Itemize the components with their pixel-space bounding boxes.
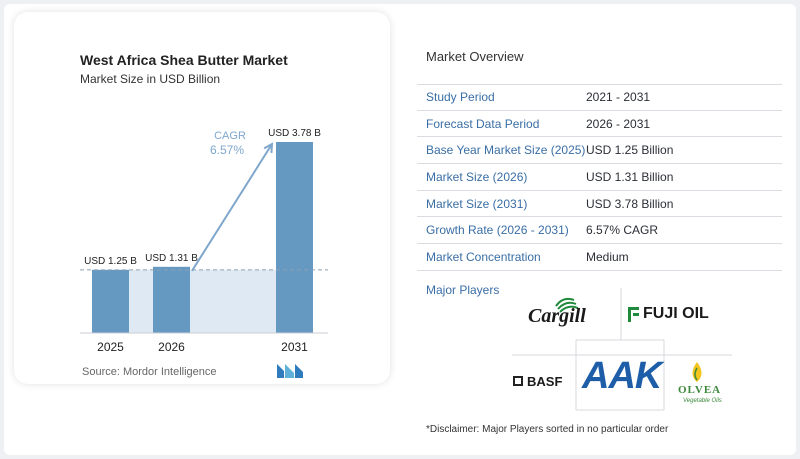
overview-row-value: 2021 - 2031 bbox=[586, 90, 651, 105]
cagr-value: 6.57% bbox=[210, 143, 244, 157]
overview-row: Study Period 2021 - 2031 bbox=[417, 84, 782, 111]
fuji-oil-logo: FUJI OIL bbox=[643, 305, 709, 322]
overview-row: Market Concentration Medium bbox=[417, 244, 782, 271]
source-note: Source: Mordor Intelligence bbox=[82, 366, 217, 378]
overview-row-label: Market Concentration bbox=[426, 249, 541, 264]
overview-row-value: USD 1.25 Billion bbox=[586, 143, 674, 158]
overview-row-value: USD 3.78 Billion bbox=[586, 196, 674, 211]
overview-row: Market Size (2031) USD 3.78 Billion bbox=[417, 191, 782, 218]
basf-logo: BASF bbox=[527, 374, 563, 389]
overview-row-label: Forecast Data Period bbox=[426, 116, 540, 131]
overview-row-value: 6.57% CAGR bbox=[586, 223, 659, 238]
chart-subtitle: Market Size in USD Billion bbox=[80, 72, 221, 86]
overview-title: Market Overview bbox=[426, 49, 524, 64]
mordor-logo-icon bbox=[277, 364, 303, 378]
data-label-2026: USD 1.31 B bbox=[145, 253, 198, 264]
cargill-logo: Cargill bbox=[528, 305, 586, 327]
chart-title: West Africa Shea Butter Market bbox=[80, 52, 288, 68]
overview-row-label: Growth Rate (2026 - 2031) bbox=[426, 223, 569, 238]
major-players-label: Major Players bbox=[426, 283, 500, 297]
cagr-arrowhead bbox=[263, 142, 274, 154]
growth-shade-area bbox=[129, 269, 276, 333]
overview-row-label: Market Size (2031) bbox=[426, 196, 528, 211]
bar-2026 bbox=[153, 266, 190, 333]
bar-2031 bbox=[276, 142, 313, 333]
olvea-tagline: Vegetable Oils bbox=[683, 398, 722, 404]
overview-row-label: Market Size (2026) bbox=[426, 169, 528, 184]
overview-row: Base Year Market Size (2025) USD 1.25 Bi… bbox=[417, 137, 782, 165]
overview-row: Market Size (2026) USD 1.31 Billion bbox=[417, 164, 782, 191]
x-tick-2026: 2026 bbox=[158, 340, 185, 354]
cagr-label: CAGR bbox=[214, 130, 246, 142]
data-label-2031: USD 3.78 B bbox=[268, 128, 321, 139]
bar-chart: USD 1.25 B USD 1.31 B USD 3.78 B 2025 2026 2… bbox=[80, 128, 328, 354]
overview-table: Study Period 2021 - 2031 Forecast Data P… bbox=[417, 84, 782, 271]
overview-row-label: Study Period bbox=[426, 90, 495, 105]
overview-row-value: USD 1.31 Billion bbox=[586, 169, 674, 184]
bar-2025 bbox=[92, 269, 129, 333]
cagr-arrow bbox=[191, 143, 273, 272]
x-tick-2025: 2025 bbox=[97, 340, 124, 354]
overview-row: Forecast Data Period 2026 - 2031 bbox=[417, 111, 782, 138]
x-tick-2031: 2031 bbox=[281, 340, 308, 354]
aak-logo: AAK bbox=[582, 355, 662, 397]
overview-row: Growth Rate (2026 - 2031) 6.57% CAGR bbox=[417, 217, 782, 245]
overview-row-value: 2026 - 2031 bbox=[586, 116, 651, 131]
olvea-logo: OLVEA bbox=[678, 384, 722, 396]
overview-row-label: Base Year Market Size (2025) bbox=[426, 143, 586, 158]
data-label-2025: USD 1.25 B bbox=[84, 256, 137, 267]
overview-row-value: Medium bbox=[586, 249, 629, 264]
disclaimer: *Disclaimer: Major Players sorted in no … bbox=[426, 424, 669, 435]
